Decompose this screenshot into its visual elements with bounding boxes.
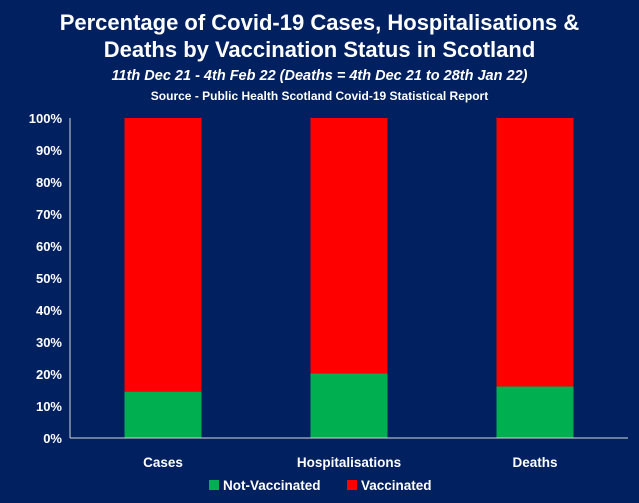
- chart-title-line-1: Percentage of Covid-19 Cases, Hospitalis…: [60, 10, 580, 35]
- y-tick-label: 10%: [36, 399, 62, 414]
- bar-not-vaccinated-deaths: [496, 386, 574, 438]
- y-tick-label: 0%: [43, 431, 62, 446]
- legend-label-vaccinated: Vaccinated: [361, 478, 432, 493]
- chart-title-line-2: Deaths by Vaccination Status in Scotland: [104, 37, 536, 62]
- bar-vaccinated-cases: [124, 118, 202, 392]
- y-tick-label: 80%: [36, 175, 62, 190]
- legend: Not-Vaccinated Vaccinated: [209, 478, 432, 493]
- y-tick-label: 40%: [36, 303, 62, 318]
- x-category-label: Hospitalisations: [297, 455, 401, 470]
- x-category-label: Deaths: [512, 455, 557, 470]
- legend-swatch-not-vaccinated: [209, 480, 219, 490]
- y-tick-label: 60%: [36, 239, 62, 254]
- legend-swatch-vaccinated: [347, 480, 357, 490]
- chart-source: Source - Public Health Scotland Covid-19…: [151, 89, 488, 103]
- y-tick-label: 30%: [36, 335, 62, 350]
- bar-not-vaccinated-cases: [124, 391, 202, 438]
- y-tick-label: 90%: [36, 143, 62, 158]
- chart-subtitle: 11th Dec 21 - 4th Feb 22 (Deaths = 4th D…: [112, 68, 528, 84]
- y-tick-label: 20%: [36, 367, 62, 382]
- y-tick-label: 50%: [36, 271, 62, 286]
- legend-label-not-vaccinated: Not-Vaccinated: [223, 478, 321, 493]
- y-tick-label: 70%: [36, 207, 62, 222]
- bar-vaccinated-hospitalisations: [310, 118, 388, 374]
- x-category-label: Cases: [143, 455, 183, 470]
- y-tick-label: 100%: [29, 111, 63, 126]
- bar-not-vaccinated-hospitalisations: [310, 373, 388, 438]
- bar-vaccinated-deaths: [496, 118, 574, 387]
- plot-area: 0% 10% 20% 30% 40% 50% 60% 70% 80% 90% 100% Cases Ho…: [29, 111, 628, 470]
